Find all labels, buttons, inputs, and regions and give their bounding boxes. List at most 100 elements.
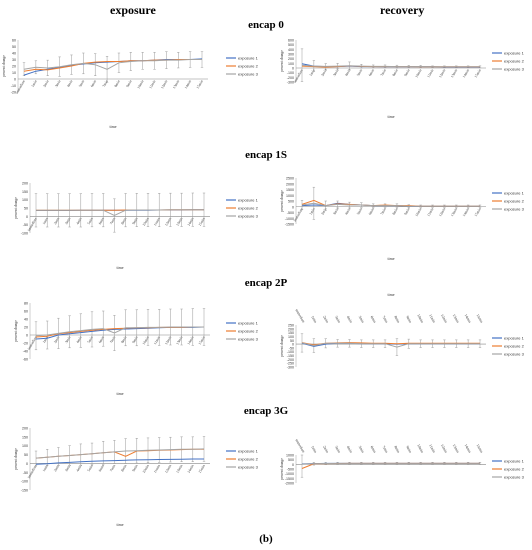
legend-entry: exposure 2 [504, 199, 525, 204]
legend-entry: exposure 3 [504, 207, 525, 212]
x-tick-label: 4min [346, 315, 353, 324]
row-title-encap1S: encap 1S [245, 149, 287, 161]
legend-entry: exposure 3 [504, 67, 525, 72]
series-line-3 [35, 326, 204, 337]
x-tick-label: 5min [87, 217, 94, 226]
y-tick-label: -60 [23, 358, 28, 362]
x-tick-label: 5min [356, 207, 363, 216]
y-tick-label: 200 [288, 327, 294, 331]
x-tick-label: 6min [98, 335, 105, 344]
x-tick-label: 9min [405, 445, 412, 454]
x-tick-label: 15min [198, 217, 206, 227]
x-tick-label: 10min [414, 68, 422, 78]
x-tick-label: 8min [392, 68, 399, 77]
series-line-3 [301, 462, 480, 465]
legend-entry: exposure 2 [238, 329, 259, 334]
x-tick-label: 7min [102, 79, 109, 88]
y-tick-label: 500 [288, 458, 294, 462]
y-tick-label: 50 [24, 453, 28, 457]
x-tick-label: immediate [293, 207, 304, 222]
y-tick-label: -250 [287, 362, 294, 366]
legend-entry: exposure 1 [238, 198, 259, 203]
legend-entry: exposure 2 [504, 467, 525, 472]
x-tick-label: 14min [462, 68, 470, 78]
y-tick-label: -50 [23, 223, 28, 227]
x-tick-label: 11min [153, 217, 161, 227]
y-tick-label: 1000 [286, 194, 294, 198]
x-tick-label: 6min [368, 68, 375, 77]
y-tick-label: -300 [287, 81, 294, 85]
legend-entry: exposure 1 [504, 51, 525, 56]
series-line-3 [23, 59, 202, 70]
x-tick-label: 15min [474, 68, 482, 78]
x-tick-label: 5min [87, 464, 94, 473]
x-axis-label: time [387, 292, 394, 297]
legend-entry: exposure 2 [504, 59, 525, 64]
x-tick-label: 2min [53, 217, 60, 226]
x-tick-label: 11min [428, 444, 436, 454]
y-tick-label: 150 [22, 190, 28, 194]
y-tick-label: 250 [288, 324, 294, 328]
x-tick-label: 6min [98, 464, 105, 473]
x-tick-label: immediate [295, 438, 306, 453]
series-line-3 [301, 342, 480, 348]
y-tick-label: -1500 [285, 223, 294, 227]
x-tick-label: 8min [392, 207, 399, 216]
exposure-column-header: exposure [110, 3, 156, 17]
x-tick-label: 5min [87, 335, 94, 344]
x-tick-label: 5min [78, 79, 85, 88]
y-tick-label: -2000 [285, 482, 294, 486]
x-tick-label: 5min [358, 315, 365, 324]
x-tick-label: 11min [426, 68, 434, 78]
x-tick-label: 3min [54, 79, 61, 88]
x-axis-label: time [387, 256, 394, 261]
x-tick-label: 14min [184, 79, 192, 89]
x-tick-label: 15min [474, 207, 482, 217]
x-tick-label: 4min [76, 335, 83, 344]
recovery-column-header: recovery [380, 3, 425, 17]
x-tick-label: 9min [404, 207, 411, 216]
x-tick-label: 2min [42, 79, 49, 88]
y-axis-label: percent change [280, 190, 284, 212]
x-tick-label: 12min [438, 207, 446, 217]
x-tick-label: 1min [42, 335, 49, 344]
y-tick-label: 200 [288, 57, 294, 61]
x-tick-label: 1min [42, 464, 49, 473]
x-tick-label: 10min [414, 207, 422, 217]
y-tick-label: 1500 [286, 188, 294, 192]
y-tick-label: 200 [22, 427, 28, 431]
x-tick-label: 13min [452, 444, 460, 454]
y-tick-label: 80 [24, 302, 28, 306]
legend-entry: exposure 3 [504, 352, 525, 357]
x-tick-label: 15min [198, 335, 206, 345]
x-tick-label: 15min [476, 444, 484, 454]
x-tick-label: 4min [346, 445, 353, 454]
x-tick-label: 7min [109, 335, 116, 344]
x-tick-label: 7min [109, 217, 116, 226]
x-tick-label: 9min [132, 335, 139, 344]
x-tick-label: 13min [175, 464, 183, 474]
x-tick-label: 13min [175, 335, 183, 345]
x-tick-label: 11min [153, 335, 161, 345]
x-tick-label: 9min [132, 464, 139, 473]
x-tick-label: 14min [187, 335, 195, 345]
y-tick-label: 60 [12, 39, 16, 43]
x-tick-label: 14min [462, 207, 470, 217]
x-tick-label: 2min [322, 445, 329, 454]
x-tick-label: 2min [320, 207, 327, 216]
x-tick-label: 8min [120, 217, 127, 226]
x-tick-label: 10min [142, 217, 150, 227]
row-title-encap0: encap 0 [248, 19, 284, 31]
row-title-encap2P: encap 2P [244, 277, 288, 289]
y-tick-label: 100 [22, 198, 28, 202]
x-tick-label: 14min [464, 444, 472, 454]
y-tick-label: 500 [288, 43, 294, 47]
x-tick-label: 13min [452, 314, 460, 324]
legend-entry: exposure 1 [504, 336, 525, 341]
x-tick-label: 10min [416, 314, 424, 324]
x-tick-label: 10min [142, 335, 150, 345]
y-tick-label: -40 [23, 350, 28, 354]
y-tick-label: -200 [287, 358, 294, 362]
y-tick-label: -150 [287, 354, 294, 358]
